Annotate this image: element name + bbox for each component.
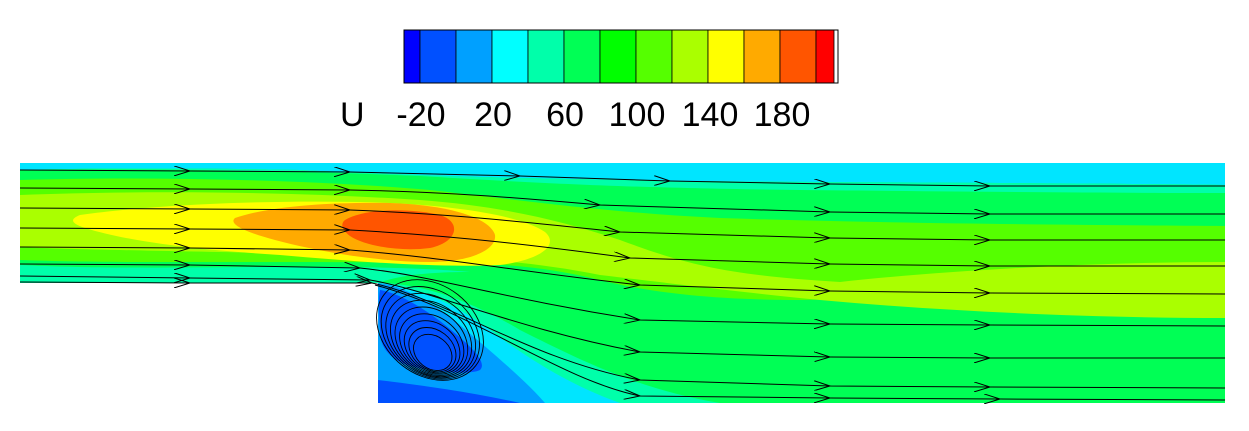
legend-tick-labels: -20 20 60 100 140 180 (396, 96, 810, 134)
recirculation-loop (385, 292, 477, 379)
legend-swatch (563, 29, 601, 84)
recirculation-loop (380, 286, 480, 380)
color-legend: U -20 20 60 100 140 180 (340, 29, 839, 134)
legend-tick-label: 60 (546, 96, 584, 134)
legend-tick-label: 180 (754, 96, 811, 134)
legend-variable-label: U (340, 96, 365, 134)
legend-swatch (527, 29, 565, 84)
recirculation-loop (413, 333, 453, 372)
recirculation-loop (389, 299, 473, 378)
recirculation-loop (403, 320, 461, 374)
legend-swatch (743, 29, 781, 84)
legend-swatch (707, 29, 745, 84)
streamline (19, 282, 1226, 388)
legend-frame (403, 29, 839, 84)
legend-swatch (671, 29, 709, 84)
legend-tick-label: -20 (396, 96, 445, 134)
legend-tick-label: 140 (682, 96, 739, 134)
recirculation-loop (408, 327, 457, 373)
legend-swatch (419, 29, 457, 84)
legend-swatch (403, 29, 421, 84)
legend-swatch (491, 29, 529, 84)
recirculation-streamlines (376, 279, 484, 381)
legend-swatch (815, 29, 835, 84)
streamlines (19, 170, 1226, 401)
legend-tick-label: 20 (474, 96, 512, 134)
recirculation-loop (376, 279, 484, 381)
recirculation-loop (394, 306, 469, 376)
legend-swatch (779, 29, 817, 84)
recirculation-loop (399, 313, 465, 375)
legend-swatches (403, 29, 835, 84)
legend-swatch (635, 29, 673, 84)
legend-tick-label: 100 (609, 96, 666, 134)
legend-swatch (455, 29, 493, 84)
legend-swatch (599, 29, 637, 84)
